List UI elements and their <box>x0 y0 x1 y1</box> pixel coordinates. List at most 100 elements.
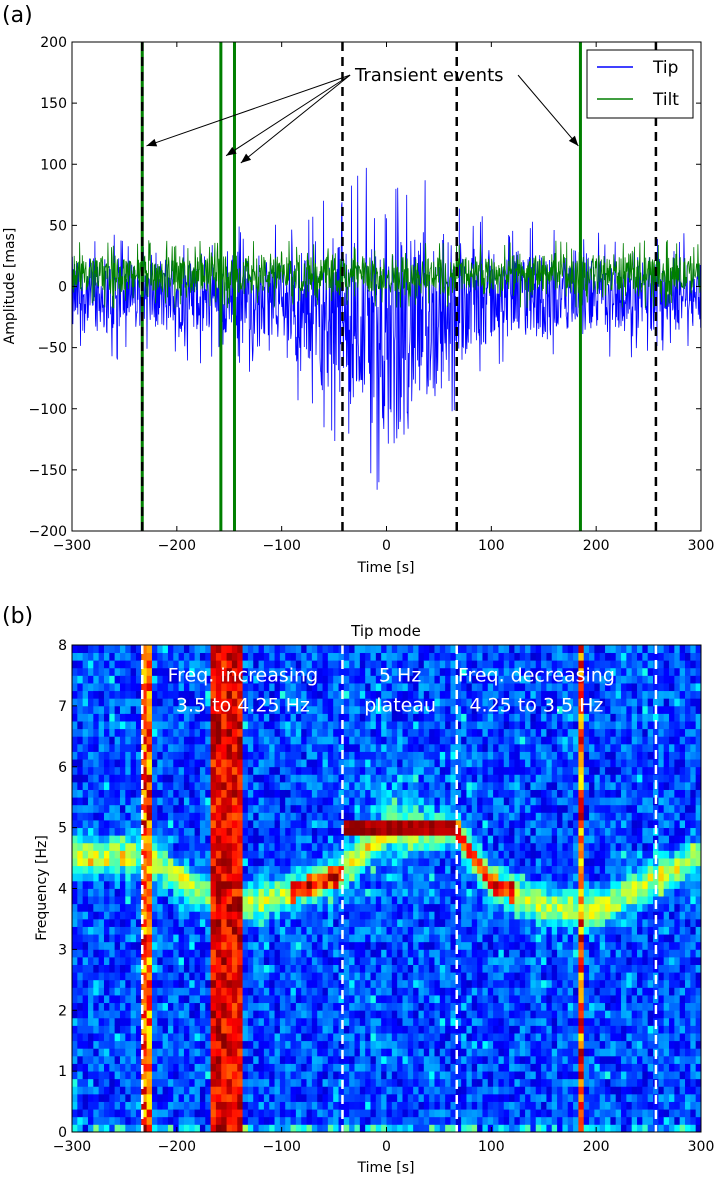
spectrogram-cell <box>114 781 121 790</box>
spectrogram-cell <box>445 789 451 798</box>
spectrogram-cell <box>103 781 110 790</box>
spectrogram-cell <box>194 1017 201 1026</box>
spectrogram-cell <box>205 774 211 783</box>
spectrogram-cell <box>130 675 137 684</box>
spectrogram-cell <box>343 820 350 829</box>
spectrogram-cell <box>407 728 414 737</box>
spectrogram-cell <box>349 728 355 737</box>
spectrogram-cell <box>167 781 174 790</box>
spectrogram-cell <box>231 1017 238 1026</box>
spectrogram-cell <box>205 850 211 859</box>
spectrogram-cell <box>194 972 201 981</box>
spectrogram-cell <box>349 858 355 867</box>
spectrogram-cell <box>119 675 126 684</box>
spectrogram-cell <box>413 842 419 851</box>
spectrogram-cell <box>77 652 84 661</box>
spectrogram-cell <box>119 789 126 798</box>
spectrogram-cell <box>466 926 473 935</box>
spectrogram-cell <box>450 736 457 745</box>
spectrogram-cell <box>210 645 217 654</box>
spectrogram-cell <box>365 850 371 859</box>
spectrogram-cell <box>247 705 254 714</box>
spectrogram-cell <box>466 1071 473 1080</box>
spectrogram-cell <box>189 797 195 806</box>
spectrogram-cell <box>429 873 435 882</box>
spectrogram-cell <box>141 1048 148 1057</box>
spectrogram-cell <box>327 956 334 965</box>
spectrogram-cell <box>82 759 89 768</box>
spectrogram-cell <box>77 1002 84 1011</box>
spectrogram-cell <box>210 956 217 965</box>
spectrogram-cell <box>301 797 307 806</box>
spectrogram-cell <box>381 956 387 965</box>
spectrogram-cell <box>466 774 473 783</box>
spectrogram-cell <box>135 850 142 859</box>
spectrogram-cell <box>445 827 451 836</box>
spectrogram-cell <box>141 873 148 882</box>
spectrogram-cell <box>423 911 430 920</box>
spectrogram-cell <box>466 667 473 676</box>
spectrogram-cell <box>114 972 121 981</box>
spectrogram-cell <box>391 736 398 745</box>
spectrogram-cell <box>285 873 291 882</box>
spectrogram-cell <box>455 835 462 844</box>
spectrogram-cell <box>429 858 435 867</box>
spectrogram-cell <box>407 911 414 920</box>
x-tick-label-a: 0 <box>382 538 391 554</box>
spectrogram-cell <box>418 995 425 1004</box>
spectrogram-cell <box>199 789 206 798</box>
spectrogram-cell <box>263 979 270 988</box>
spectrogram-cell <box>226 918 233 927</box>
spectrogram-cell <box>295 774 302 783</box>
spectrogram-cell <box>402 827 409 836</box>
spectrogram-cell <box>130 1093 137 1102</box>
spectrogram-cell <box>461 858 467 867</box>
spectrogram-cell <box>471 797 478 806</box>
spectrogram-cell <box>381 675 387 684</box>
spectrogram-cell <box>77 880 84 889</box>
spectrogram-cell <box>269 949 275 958</box>
spectrogram-cell <box>125 1109 132 1118</box>
spectrogram-cell <box>109 964 116 973</box>
spectrogram-cell <box>359 1033 366 1042</box>
spectrogram-cell <box>98 804 105 813</box>
spectrogram-cell <box>205 873 211 882</box>
spectrogram-cell <box>445 652 451 661</box>
spectrogram-cell <box>274 827 281 836</box>
spectrogram-cell <box>151 979 158 988</box>
spectrogram-cell <box>125 995 132 1004</box>
spectrogram-cell <box>279 675 286 684</box>
spectrogram-cell <box>338 743 345 752</box>
spectrogram-cell <box>375 713 382 722</box>
spectrogram-cell <box>429 926 435 935</box>
spectrogram-cell <box>226 865 233 874</box>
spectrogram-cell <box>130 1124 137 1132</box>
spectrogram-cell <box>429 987 435 996</box>
spectrogram-cell <box>434 645 441 654</box>
spectrogram-cell <box>402 1116 409 1125</box>
spectrogram-cell <box>434 1063 441 1072</box>
spectrogram-cell <box>263 880 270 889</box>
spectrogram-cell <box>210 1040 217 1049</box>
spectrogram-cell <box>429 842 435 851</box>
spectrogram-cell <box>199 926 206 935</box>
spectrogram-cell <box>370 645 377 654</box>
spectrogram-cell <box>114 1040 121 1049</box>
spectrogram-cell <box>402 736 409 745</box>
spectrogram-cell <box>397 1063 403 1072</box>
spectrogram-cell <box>402 888 409 897</box>
spectrogram-cell <box>471 949 478 958</box>
spectrogram-cell <box>98 903 105 912</box>
spectrogram-cell <box>210 774 217 783</box>
spectrogram-cell <box>413 683 419 692</box>
spectrogram-cell <box>98 713 105 722</box>
spectrogram-cell <box>317 934 323 943</box>
spectrogram-cell <box>407 850 414 859</box>
spectrogram-cell <box>354 1017 361 1026</box>
spectrogram-cell <box>439 1002 446 1011</box>
spectrogram-cell <box>221 1063 227 1072</box>
spectrogram-cell <box>189 751 195 760</box>
spectrogram-cell <box>221 1055 227 1064</box>
spectrogram-cell <box>386 995 393 1004</box>
spectrogram-cell <box>370 820 377 829</box>
